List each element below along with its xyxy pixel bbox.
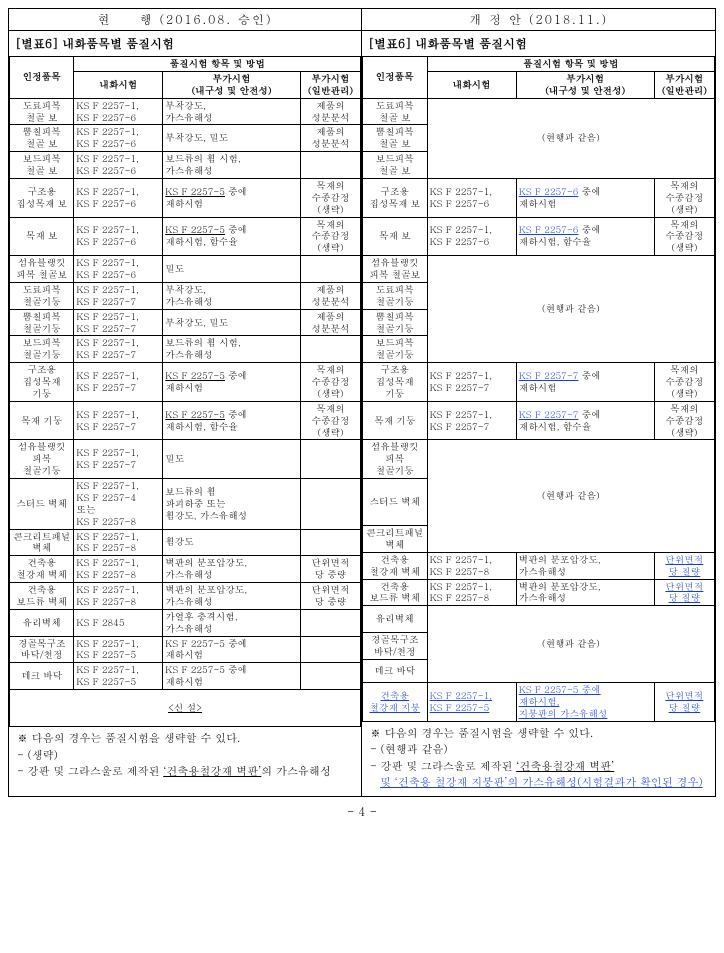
- same-text: (현행과 같음): [427, 98, 714, 178]
- new-row: 건축용철강재 지붕KS F 2257-1,KS F 2257-5KS F 225…: [363, 683, 715, 722]
- table-row: 섬유블랭킷피복 철골보KS F 2257-1,KS F 2257-6밀도: [10, 256, 361, 283]
- note-line: - (현행과 같음): [370, 742, 707, 759]
- table-row: 건축용철강재 벽체KS F 2257-1,KS F 2257-8벽판의 분포압강…: [10, 556, 361, 583]
- right-notes: ※ 다음의 경우는 품질시험을 생략할 수 있다. - (현행과 같음) - 강…: [362, 722, 715, 796]
- changed-text: 단위면적당 질량: [654, 579, 714, 606]
- header-row: 인정품목 품질시험 항목 및 방법: [10, 57, 361, 72]
- th-group: 품질시험 항목 및 방법: [74, 57, 361, 72]
- note-line: ※ 다음의 경우는 품질시험을 생략할 수 있다.: [370, 726, 707, 743]
- table-row: 건축용철강재 벽체KS F 2257-1,KS F 2257-8벽판의 분포압강…: [363, 552, 715, 579]
- table-row: 섬유블랭킷피복철골기둥KS F 2257-1,KS F 2257-7밀도: [10, 440, 361, 479]
- left-subtitle: [별표6] 내화품목별 품질시험: [9, 31, 361, 56]
- th-add2: 부가시험(일반관리): [654, 71, 714, 98]
- new-label: <신 설>: [168, 700, 202, 714]
- table-row: 구조용집성목재기둥KS F 2257-1,KS F 2257-7KS F 225…: [10, 363, 361, 402]
- table-row: 구조용집성목재 보KS F 2257-1,KS F 2257-6KS F 225…: [10, 178, 361, 217]
- note-line: - 강판 및 그라스울로 제작된 ‘건축용철강재 벽판’의 가스유해성: [17, 764, 353, 781]
- left-header: 현 행 (2016.08. 승인): [9, 9, 361, 31]
- th-item: 인정품목: [363, 57, 428, 99]
- th-add2: 부가시험(일반관리): [300, 71, 360, 98]
- table-row: 목재 보KS F 2257-1,KS F 2257-6KS F 2257-5 중…: [10, 217, 361, 256]
- table-row: 구조용집성목재기둥KS F 2257-1,KS F 2257-7KS F 225…: [363, 363, 715, 402]
- table-row: 유리벽체KS F 2845가열후 충격시험,가스유해성: [10, 609, 361, 636]
- changed-note: 및 ‘건축용 철강재 지붕판’의 가스유해성(시험결과가 확인된 경우): [370, 775, 707, 792]
- table-row: 보드피복철골기둥KS F 2257-1,KS F 2257-7보드류의 휨 시험…: [10, 336, 361, 363]
- table-row: 콘크리트패널벽체KS F 2257-1,KS F 2257-8휨강도: [10, 529, 361, 556]
- comparison-layout: 현 행 (2016.08. 승인) [별표6] 내화품목별 품질시험 인정품목 …: [8, 8, 716, 797]
- header-row: 인정품목 품질시험 항목 및 방법: [363, 57, 715, 72]
- table-row: 데크 바닥KS F 2257-1,KS F 2257-5KS F 2257-5 …: [10, 663, 361, 690]
- table-row: 섬유블랭킷피복철골기둥(현행과 같음): [363, 440, 715, 479]
- table-row: 목재 기둥KS F 2257-1,KS F 2257-7KS F 2257-7 …: [363, 401, 715, 440]
- new-row: <신 설>: [10, 690, 361, 727]
- note-line: - 강판 및 그라스울로 제작된 ‘건축용철강재 벽판’: [370, 759, 707, 776]
- table-row: 뿜칠피복철골 보KS F 2257-1,KS F 2257-6부착강도, 밀도제…: [10, 125, 361, 152]
- note-line: - (생략): [17, 748, 353, 765]
- table-row: 구조용집성목재 보KS F 2257-1,KS F 2257-6KS F 225…: [363, 178, 715, 217]
- right-table: 인정품목 품질시험 항목 및 방법 내화시험 부가시험(내구성 및 안전성) 부…: [362, 56, 715, 722]
- note-line: ※ 다음의 경우는 품질시험을 생략할 수 있다.: [17, 731, 353, 748]
- left-column: 현 행 (2016.08. 승인) [별표6] 내화품목별 품질시험 인정품목 …: [9, 9, 362, 796]
- th-group: 품질시험 항목 및 방법: [427, 57, 714, 72]
- table-row: 도료피복철골기둥KS F 2257-1,KS F 2257-7부착강도,가스유해…: [10, 282, 361, 309]
- table-row: 건축용보드류 벽체KS F 2257-1,KS F 2257-8벽판의 분포압강…: [363, 579, 715, 606]
- left-notes: ※ 다음의 경우는 품질시험을 생략할 수 있다. - (생략) - 강판 및 …: [9, 727, 361, 785]
- table-row: 건축용보드류 벽체KS F 2257-1,KS F 2257-8벽판의 분포압강…: [10, 583, 361, 610]
- same-text: (현행과 같음): [427, 606, 714, 683]
- changed-text: 단위면적당 질량: [654, 683, 714, 722]
- th-item: 인정품목: [10, 57, 74, 99]
- table-row: 도료피복철골 보KS F 2257-1,KS F 2257-6부착강도,가스유해…: [10, 98, 361, 125]
- table-row: 보드피복철골 보KS F 2257-1,KS F 2257-6보드류의 휨 시험…: [10, 152, 361, 179]
- table-row: 스터드 벽체KS F 2257-1,KS F 2257-4또는KS F 2257…: [10, 479, 361, 530]
- table-row: 유리벽체(현행과 같음): [363, 606, 715, 633]
- same-text: (현행과 같음): [427, 256, 714, 363]
- right-column: 개 정 안 (2018.11.) [별표6] 내화품목별 품질시험 인정품목 품…: [362, 9, 715, 796]
- right-subtitle: [별표6] 내화품목별 품질시험: [362, 31, 715, 56]
- table-row: 뿜칠피복철골기둥KS F 2257-1,KS F 2257-7부착강도, 밀도제…: [10, 309, 361, 336]
- th-add1: 부가시험(내구성 및 안전성): [516, 71, 654, 98]
- th-fire: 내화시험: [74, 71, 163, 98]
- left-table: 인정품목 품질시험 항목 및 방법 내화시험 부가시험(내구성 및 안전성) 부…: [9, 56, 361, 727]
- table-row: 목재 보KS F 2257-1,KS F 2257-6KS F 2257-6 중…: [363, 217, 715, 256]
- th-add1: 부가시험(내구성 및 안전성): [163, 71, 301, 98]
- right-header: 개 정 안 (2018.11.): [362, 9, 715, 31]
- page-number: - 4 -: [8, 803, 716, 820]
- changed-text: KS F 2257-5 중에재하시험,지붕판의 가스유해성: [516, 683, 654, 722]
- changed-text: KS F 2257-1,KS F 2257-5: [427, 683, 516, 722]
- table-row: 목재 기둥KS F 2257-1,KS F 2257-7KS F 2257-5 …: [10, 401, 361, 440]
- th-fire: 내화시험: [427, 71, 516, 98]
- table-row: 도료피복철골 보(현행과 같음): [363, 98, 715, 125]
- table-row: 경골목구조바닥/천정KS F 2257-1,KS F 2257-5KS F 22…: [10, 636, 361, 663]
- table-row: 섬유블랭킷피복 철골보(현행과 같음): [363, 256, 715, 283]
- changed-text: 단위면적당 질량: [654, 552, 714, 579]
- changed-text: 건축용철강재 지붕: [363, 683, 428, 722]
- same-text: (현행과 같음): [427, 440, 714, 552]
